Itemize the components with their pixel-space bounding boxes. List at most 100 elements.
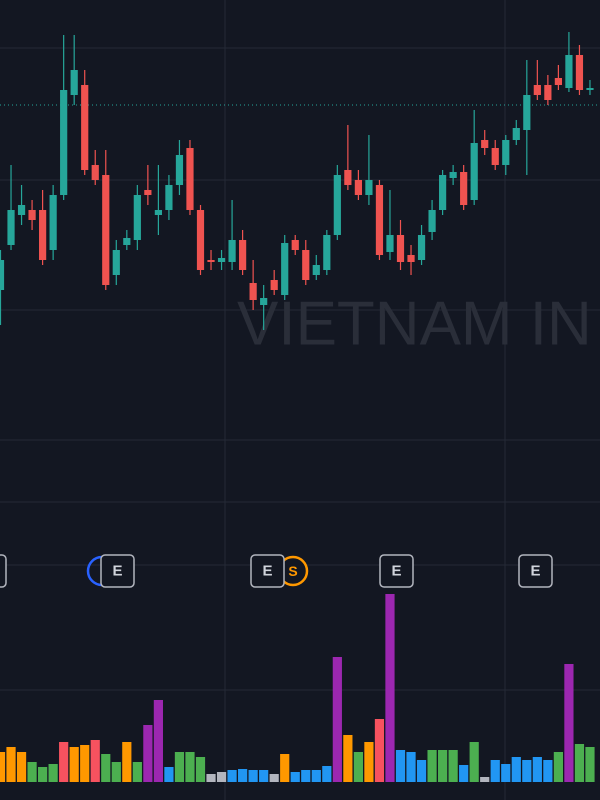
volume-bar: [511, 757, 521, 782]
candle-body: [365, 180, 373, 195]
volume-bar: [343, 735, 353, 782]
candle-body: [102, 175, 110, 285]
volume-bar: [459, 765, 469, 782]
candles: [0, 32, 600, 330]
candle-body: [554, 78, 562, 85]
volume-bar: [374, 719, 385, 782]
candle-body: [312, 265, 320, 275]
volume-bar: [448, 750, 458, 782]
earnings-label[interactable]: E: [112, 563, 122, 580]
candle-body: [449, 172, 457, 178]
volume-bar: [469, 742, 479, 782]
candle-body: [270, 280, 278, 290]
split-label[interactable]: S: [288, 563, 297, 579]
volume-bar: [216, 772, 227, 782]
volume-bar: [80, 745, 90, 782]
volume-bar: [174, 752, 185, 782]
candle-body: [186, 148, 194, 210]
candle-body: [586, 88, 594, 90]
earnings-marker[interactable]: [100, 554, 135, 588]
volume-bar: [238, 769, 248, 782]
candle-body: [565, 55, 573, 88]
candle-body: [28, 210, 36, 220]
volume-bar: [90, 740, 100, 782]
volume-bar: [364, 742, 374, 782]
volume-bar: [0, 752, 6, 782]
volume-bar: [195, 757, 206, 782]
volume: [0, 594, 595, 782]
candle-body: [207, 260, 215, 262]
candle-body: [375, 185, 384, 255]
candle-body: [407, 255, 415, 262]
candle-body: [91, 165, 99, 180]
candle-body: [575, 55, 584, 90]
volume-bar: [406, 752, 416, 782]
volume-bar: [311, 770, 321, 782]
candle-body: [281, 243, 289, 295]
volume-bar: [564, 664, 574, 782]
candle-body: [249, 283, 257, 300]
volume-bar: [101, 754, 111, 782]
volume-bar: [111, 762, 121, 782]
candle-body: [217, 258, 226, 262]
candle-body: [544, 85, 552, 100]
volume-bar: [574, 744, 585, 782]
earnings-marker[interactable]: [0, 554, 7, 588]
earnings-label[interactable]: E: [391, 563, 401, 580]
candle-body: [428, 210, 436, 232]
candle-body: [260, 298, 268, 305]
volume-bar: [585, 747, 595, 782]
volume-bar: [143, 725, 153, 782]
candle-body: [533, 85, 541, 95]
candle-body: [123, 238, 131, 245]
candle-body: [239, 240, 247, 270]
earnings-marker[interactable]: [379, 554, 414, 588]
candle-body: [7, 210, 15, 245]
volume-bar: [27, 762, 37, 782]
volume-bar: [532, 757, 542, 782]
volume-bar: [395, 750, 406, 782]
earnings-label[interactable]: E: [530, 563, 540, 580]
candle-body: [417, 235, 426, 260]
candle-body: [228, 240, 236, 262]
volume-bar: [332, 657, 342, 782]
earnings-marker[interactable]: [518, 554, 553, 588]
candle-body: [196, 210, 205, 270]
volume-bar: [416, 760, 427, 782]
earnings-marker[interactable]: [250, 554, 285, 588]
volume-bar: [290, 772, 300, 782]
candle-body: [291, 240, 299, 250]
volume-bar: [227, 770, 237, 782]
volume-bar: [353, 752, 363, 782]
candle-body: [0, 260, 5, 290]
volume-bar: [301, 770, 311, 782]
candle-body: [386, 235, 394, 252]
candle-body: [81, 85, 89, 170]
volume-bar: [522, 760, 532, 782]
candle-body: [60, 90, 68, 195]
volume-bar: [385, 594, 395, 782]
candle-body: [502, 140, 510, 165]
candle-body: [396, 235, 405, 262]
candle-body: [49, 195, 57, 250]
candle-body: [112, 250, 120, 275]
volume-bar: [280, 754, 290, 782]
volume-bar: [553, 752, 563, 782]
volume-bar: [490, 760, 500, 782]
candle-body: [523, 95, 531, 130]
volume-bar: [322, 766, 332, 782]
candle-body: [175, 155, 184, 185]
candle-body: [481, 140, 489, 148]
volume-bar: [269, 774, 279, 782]
volume-bar: [69, 747, 79, 782]
volume-bar: [185, 752, 195, 782]
candle-body: [323, 235, 331, 270]
candle-body: [70, 70, 78, 95]
earnings-label[interactable]: E: [262, 563, 272, 580]
volume-bar: [248, 770, 258, 782]
candle-body: [439, 175, 447, 210]
